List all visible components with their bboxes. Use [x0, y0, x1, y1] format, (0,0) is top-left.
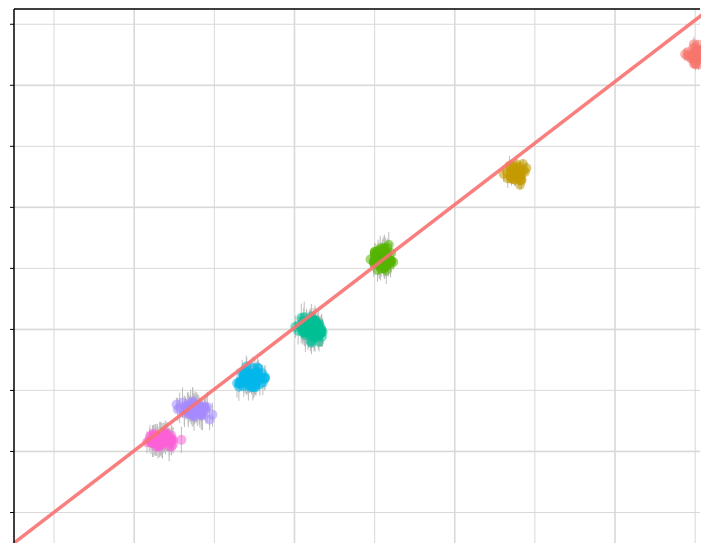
data-point	[305, 336, 316, 347]
data-point	[172, 404, 183, 415]
reference-line	[12, 13, 701, 543]
gridlines	[14, 9, 700, 543]
data-point	[246, 371, 257, 382]
axes	[10, 8, 700, 543]
data-point	[513, 170, 524, 181]
data-point	[257, 368, 268, 379]
data-point	[168, 435, 179, 446]
data-point	[243, 381, 254, 392]
data-point	[176, 434, 187, 445]
data-point	[204, 414, 215, 425]
data-point	[302, 325, 313, 336]
data-point	[688, 49, 699, 60]
data-point	[314, 325, 325, 336]
data-point	[509, 162, 520, 173]
data-point	[196, 404, 207, 415]
